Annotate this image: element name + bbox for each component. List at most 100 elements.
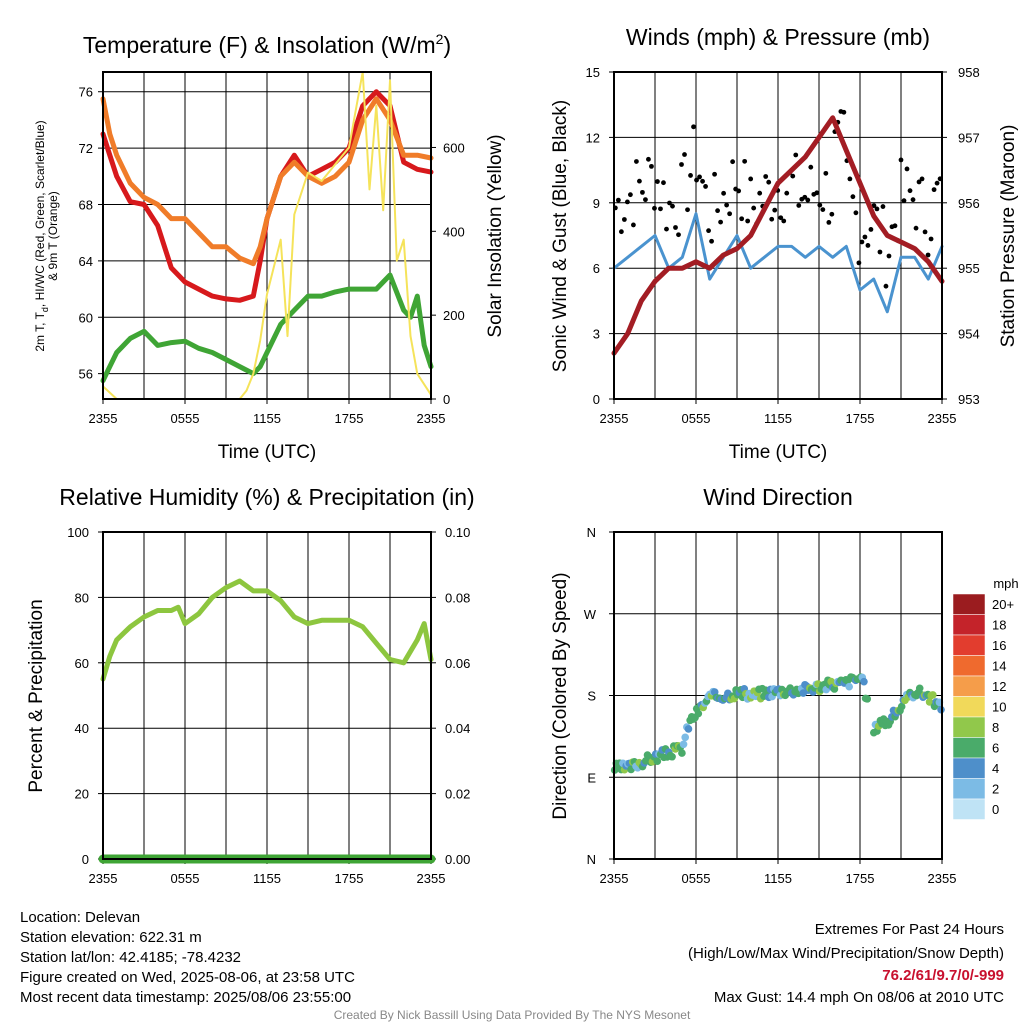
y-axis-label-line2: & 9m T (Orange): [46, 191, 60, 281]
gust-point: [615, 197, 621, 203]
legend-swatch: [952, 798, 986, 820]
panel-3-title: Relative Humidity (%) & Precipitation (i…: [59, 484, 474, 510]
gust-point: [712, 171, 717, 177]
panel-2-title: Winds (mph) & Pressure (mb): [626, 24, 930, 50]
legend-label: 14: [992, 659, 1006, 674]
gust-point: [649, 163, 654, 169]
gust-point: [736, 188, 742, 194]
legend-title: mph: [993, 576, 1018, 591]
gust-point: [727, 211, 733, 217]
gust-point: [643, 197, 648, 203]
panel-1-title: Temperature (F) & Insolation (W/m2): [83, 31, 451, 58]
gust-point: [640, 189, 645, 195]
x-axis-label: Time (UTC): [729, 442, 828, 463]
y2-tick-label: 958: [958, 65, 980, 80]
gust-point: [763, 174, 769, 179]
gust-point: [658, 206, 663, 212]
x-tick-label: 1755: [335, 411, 364, 426]
gust-point: [676, 232, 681, 238]
x-tick-label: 0555: [682, 871, 711, 886]
extremes-subtitle: (High/Low/Max Wind/Precipitation/Snow De…: [688, 945, 1004, 962]
gust-point: [916, 179, 922, 185]
gust-point: [721, 190, 727, 196]
gust-point: [847, 176, 853, 182]
gust-point: [877, 249, 883, 255]
gust-point: [919, 176, 925, 182]
gust-point: [751, 205, 757, 211]
gust-point: [655, 179, 660, 184]
gust-point: [790, 173, 796, 179]
y-tick-label: 20: [75, 787, 89, 802]
gust-point: [796, 203, 802, 208]
gust-point: [886, 253, 892, 259]
direction-point: [845, 682, 854, 691]
gust-point: [618, 229, 624, 235]
x-tick-label: 1755: [846, 411, 875, 426]
gust-point: [730, 159, 736, 165]
x-tick-label: 2355: [417, 871, 446, 886]
y2-tick-label: 953: [958, 392, 980, 407]
latlon-text: Station lat/lon: 42.4185; -78.4232: [20, 949, 241, 966]
y-tick-label: 76: [79, 85, 93, 100]
y2-tick-label: 956: [958, 196, 980, 211]
y2-tick-label: 0.08: [445, 590, 470, 605]
plot-border: [613, 531, 943, 860]
y-tick-label: 80: [75, 590, 89, 605]
direction-point: [863, 695, 872, 703]
legend-label: 4: [992, 761, 999, 776]
y2-tick-label: 0.10: [445, 525, 470, 540]
series-temp_2m: [100, 89, 434, 303]
gust-point: [904, 166, 910, 172]
gust-point: [685, 207, 690, 213]
direction-point: [915, 684, 924, 693]
y-tick-label: 100: [67, 525, 89, 540]
gust-point: [664, 226, 669, 232]
gust-point: [670, 203, 675, 209]
gust-point: [724, 202, 730, 208]
gust-point: [817, 202, 823, 208]
x-tick-label: 0555: [171, 411, 200, 426]
y2-tick-label: 400: [443, 224, 465, 239]
gust-point: [637, 178, 642, 184]
gust-point: [628, 192, 633, 198]
y-tick-label: 0: [593, 392, 600, 407]
elevation-text: Station elevation: 622.31 m: [20, 929, 202, 946]
gust-point: [907, 188, 913, 194]
gust-point: [802, 194, 808, 200]
y-tick-label: 60: [79, 310, 93, 325]
y-axis-label: Direction (Colored By Speed): [550, 572, 571, 819]
gust-point: [769, 216, 775, 222]
legend-swatch: [952, 655, 986, 677]
y-tick-label: 40: [75, 721, 89, 736]
gust-point: [814, 190, 820, 196]
gust-point: [883, 283, 889, 289]
direction-point: [653, 757, 662, 766]
gust-point: [913, 225, 919, 231]
y2-axis-label: Station Pressure (Maroon): [998, 125, 1019, 348]
panel-2: 2355 0555 1155 1755 235503691215953954955956…: [550, 24, 1019, 463]
gust-point: [805, 197, 811, 203]
y-axis-label: Sonic Wind & Gust (Blue, Black): [550, 100, 571, 372]
gust-point: [826, 219, 832, 225]
gust-point: [781, 218, 787, 224]
legend-label: 0: [992, 802, 999, 817]
x-tick-label: 1755: [846, 871, 875, 886]
panel-3: 2355 0555 1155 1755 23550204060801000.000.02…: [26, 484, 475, 886]
y-tick-label: 72: [79, 141, 93, 156]
x-tick-label: 0555: [682, 411, 711, 426]
y-tick-label: 6: [593, 261, 600, 276]
extremes-values: 76.2/61/9.7/0/-999: [882, 967, 1004, 984]
y2-tick-label: 955: [958, 261, 980, 276]
recent-data-text: Most recent data timestamp: 2025/08/06 2…: [20, 989, 351, 1006]
gust-point: [880, 204, 886, 209]
direction-point: [678, 749, 686, 757]
direction-point: [694, 709, 703, 718]
legend-label: 8: [992, 720, 999, 735]
y-tick-label: 3: [593, 327, 600, 342]
gust-point: [634, 159, 639, 164]
legend-swatch: [952, 716, 986, 738]
legend-label: 18: [992, 618, 1006, 633]
y-tick-label: 12: [586, 130, 600, 145]
ylabel-sub: d: [40, 307, 50, 312]
